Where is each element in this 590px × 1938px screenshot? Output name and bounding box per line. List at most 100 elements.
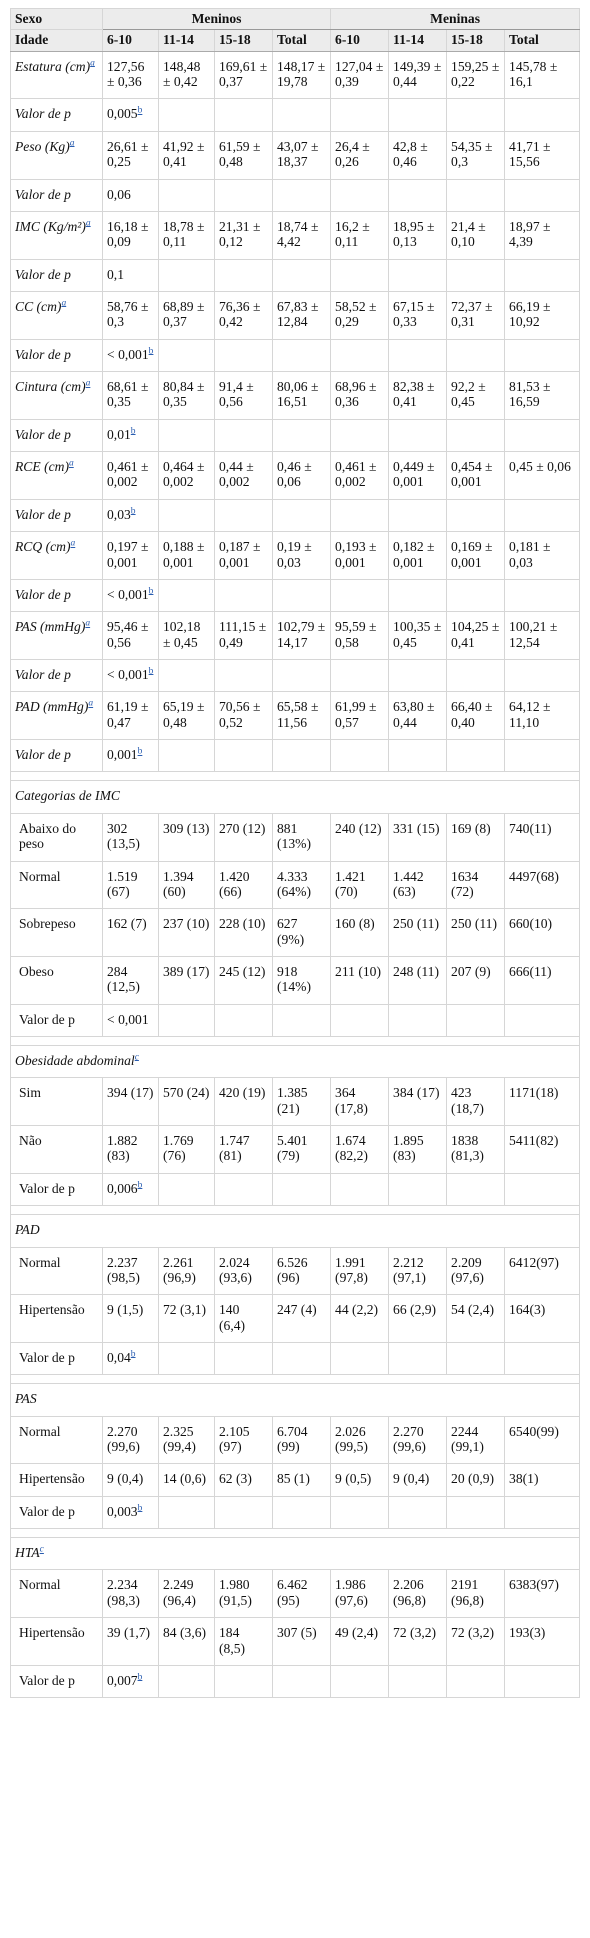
cell (214, 178, 273, 212)
footnote-link[interactable]: b (148, 666, 154, 677)
cell: 76,36 ± 0,42 (214, 290, 273, 340)
header-cell: Total (504, 29, 581, 52)
cell: 26,61 ± 0,25 (102, 130, 159, 180)
cell: 0,46 ± 0,06 (271, 451, 332, 500)
cell: 164(3) (504, 1294, 581, 1343)
cell: 104,25 ± 0,41 (446, 611, 506, 660)
footnote-link[interactable]: b (130, 1349, 136, 1360)
cell: 0,188 ± 0,001 (158, 531, 215, 580)
row-label: Abaixo do peso (10, 812, 103, 862)
spacer-row (9, 771, 581, 782)
cell (446, 258, 506, 292)
cell (446, 498, 506, 533)
cell: 1.991 (97,8) (330, 1246, 390, 1296)
footnote-link[interactable]: a (88, 698, 94, 709)
footnote-link[interactable]: b (137, 105, 143, 116)
footnote-link[interactable]: b (130, 506, 136, 517)
cell: 384 (17) (388, 1077, 448, 1127)
row-label: Peso (Kg)a (10, 130, 103, 180)
footnote-link[interactable]: a (69, 138, 75, 149)
footnote-link[interactable]: b (137, 1180, 143, 1191)
cell: 160 (8) (330, 908, 390, 957)
footnote-link[interactable]: b (148, 346, 154, 357)
cell: 72 (3,1) (158, 1294, 215, 1343)
cell: 918 (14%) (271, 955, 332, 1005)
data-row: Valor de p 0,04b (10, 1341, 581, 1376)
cell: 67,83 ± 12,84 (271, 290, 332, 340)
footnote-link[interactable]: c (39, 1544, 44, 1555)
cell (271, 578, 332, 613)
cell (504, 498, 581, 533)
row-label: Valor de p (10, 258, 103, 292)
data-row: Abaixo do peso 302 (13,5) 309 (13) 270 (12)… (10, 812, 581, 862)
table-head: Sexo Meninos Meninas Idade 6-10 11-14 15-1… (10, 7, 581, 52)
cell (271, 1341, 332, 1376)
footnote-ref: a (88, 699, 93, 709)
section-title: HTAc (9, 1537, 581, 1571)
header-row: Sexo Meninos Meninas (10, 7, 581, 31)
cell (214, 258, 273, 292)
cell: 1.895 (83) (388, 1125, 448, 1174)
section-title: PAS (9, 1383, 581, 1417)
cell: 68,61 ± 0,35 (102, 371, 159, 420)
cell: 0,006b (102, 1172, 159, 1207)
cell: 26,4 ± 0,26 (330, 130, 390, 180)
footnote-link[interactable]: b (137, 1503, 143, 1514)
footnote-link[interactable]: a (90, 58, 95, 69)
cell: 127,04 ± 0,39 (330, 50, 390, 100)
cell (158, 1003, 215, 1038)
row-label: Normal (10, 860, 103, 910)
cell (271, 338, 332, 373)
cell: 70,56 ± 0,52 (214, 691, 273, 741)
cell: 111,15 ± 0,49 (214, 611, 273, 660)
cell: 2191 (96,8) (446, 1569, 506, 1619)
footnote-link[interactable]: a (85, 618, 91, 629)
cell: 420 (19) (214, 1077, 273, 1127)
footnote-link[interactable]: a (68, 458, 74, 469)
header-cell: 11-14 (388, 29, 448, 52)
cell: 169 (8) (446, 812, 506, 862)
cell: 80,84 ± 0,35 (158, 371, 215, 420)
footnote-link[interactable]: b (130, 426, 136, 437)
cell (158, 1341, 215, 1376)
footnote-link[interactable]: c (134, 1052, 139, 1063)
cell-text: Estatura (cm) (15, 58, 91, 74)
cell (330, 658, 390, 693)
row-label: Sobrepeso (10, 908, 103, 957)
section-title: Categorias de IMC (9, 780, 581, 814)
cell: 149,39 ± 0,44 (388, 50, 448, 100)
cell (388, 1664, 448, 1699)
cell: 65,58 ± 11,56 (271, 691, 332, 741)
row-label: RCQ (cm)a (10, 531, 103, 580)
cell (504, 338, 581, 373)
cell: 127,56 ± 0,36 (102, 50, 159, 100)
cell (330, 338, 390, 373)
cell: 18,97 ± 4,39 (504, 210, 581, 260)
header-row: Idade 6-10 11-14 15-18 Total 6-10 11-14 15-18 T… (10, 29, 581, 52)
data-row: Cintura (cm)a 68,61 ± 0,35 80,84 ± 0,35 91,… (10, 371, 581, 420)
cell: 16,2 ± 0,11 (330, 210, 390, 260)
cell: 1.882 (83) (102, 1125, 159, 1174)
cell (158, 498, 215, 533)
footnote-link[interactable]: b (137, 1672, 143, 1683)
footnote-link[interactable]: a (85, 378, 91, 389)
cell (504, 1341, 581, 1376)
cell: 84 (3,6) (158, 1617, 215, 1666)
cell (446, 658, 506, 693)
footnote-link[interactable]: a (70, 538, 76, 549)
data-row: PAS (mmHg)a 95,46 ± 0,56 102,18 ± 0,45 111,… (10, 611, 581, 660)
cell (271, 258, 332, 292)
cell: 1171(18) (504, 1077, 581, 1127)
footnote-link[interactable]: b (137, 746, 143, 757)
cell: 21,31 ± 0,12 (214, 210, 273, 260)
cell (330, 1664, 390, 1699)
cell (271, 1664, 332, 1699)
footnote-link[interactable]: a (61, 298, 67, 309)
cell: 207 (9) (446, 955, 506, 1005)
footnote-link[interactable]: b (148, 586, 154, 597)
data-row: IMC (Kg/m²)a 16,18 ± 0,09 18,78 ± 0,11 21,3… (10, 210, 581, 260)
footnote-link[interactable]: a (85, 218, 91, 229)
cell: 184 (8,5) (214, 1617, 273, 1666)
cell: 250 (11) (388, 908, 448, 957)
